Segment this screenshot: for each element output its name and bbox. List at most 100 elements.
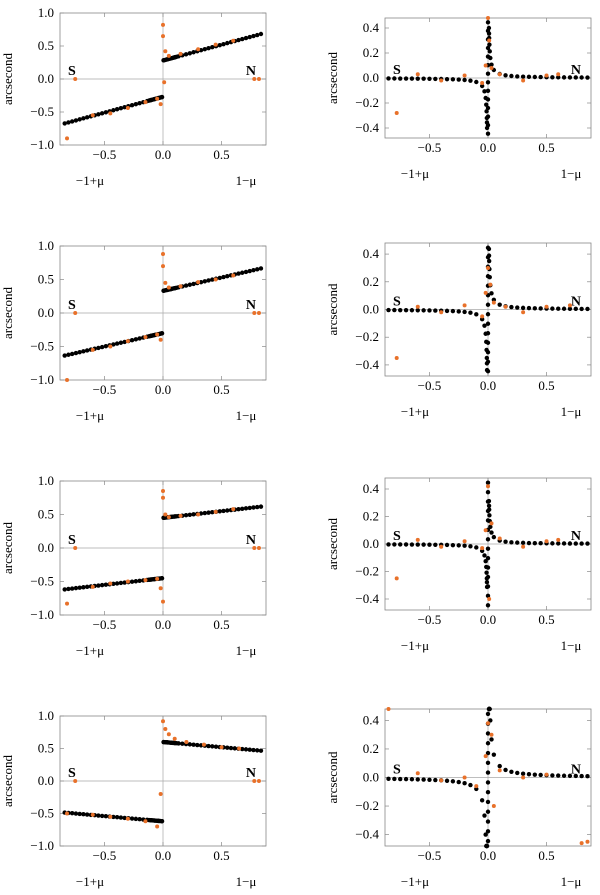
model-point (96, 112, 101, 117)
x-bottom-right-label: 1−μ (561, 638, 582, 653)
model-point (567, 773, 573, 779)
model-point (497, 302, 502, 307)
model-point (236, 37, 241, 43)
x-tick-label: −0.5 (418, 140, 442, 155)
model-point (433, 308, 438, 313)
data-point (483, 290, 488, 295)
model-point (96, 583, 101, 588)
y-tick-label: −0.5 (30, 339, 54, 354)
x-tick-label: −0.5 (418, 378, 442, 393)
model-point (129, 579, 135, 584)
data-point (90, 584, 95, 589)
model-point (484, 570, 489, 575)
panel-row3-right: −0.5 0.0 0.5 −0.4 −0.2 0.0 0.2 0.4 arcsecond S N −1… (325, 477, 592, 653)
panel-row4-right: −0.5 0.0 0.5 −0.4 −0.2 0.0 0.2 0.4 arcsecond S N −1… (325, 706, 592, 889)
model-point (485, 741, 491, 746)
model-point (579, 541, 584, 546)
model-point (240, 746, 245, 752)
model-point (488, 524, 493, 530)
y-tick-label: 0.0 (38, 540, 54, 555)
data-point (155, 332, 160, 337)
south-label: S (393, 63, 401, 78)
south-label: S (393, 295, 401, 310)
y-tick-label: −1.0 (30, 372, 54, 387)
panel-row1-right: −0.5 0.0 0.5 −0.4 −0.2 0.0 0.2 0.4 arcsecond S N −1… (325, 16, 592, 181)
model-point (450, 77, 456, 82)
model-point (483, 558, 488, 564)
data-point (497, 536, 502, 541)
model-point (485, 350, 491, 355)
model-point (483, 832, 488, 837)
model-point (73, 585, 79, 591)
model-point (210, 277, 215, 282)
model-point (77, 117, 82, 122)
model-point (206, 45, 211, 51)
model-point (251, 747, 256, 753)
model-point (456, 309, 461, 314)
data-point (196, 512, 201, 517)
x-tick-label: 0.5 (538, 140, 554, 155)
y-tick-label: 0.0 (38, 305, 54, 320)
data-point (125, 106, 130, 111)
x-tick-label: 0.0 (155, 147, 171, 162)
model-point (489, 62, 494, 67)
model-point (482, 813, 487, 818)
y-tick-label: −0.2 (355, 329, 379, 344)
model-point (69, 351, 75, 357)
model-point (485, 302, 491, 307)
x-tick-label: 0.0 (480, 378, 496, 393)
x-tick-label: 0.0 (480, 612, 496, 627)
model-point (488, 718, 493, 723)
y-tick-label: −1.0 (30, 137, 54, 152)
model-point (409, 542, 415, 547)
model-point (386, 776, 391, 782)
model-point (556, 306, 561, 311)
data-point (439, 544, 444, 549)
model-point (243, 506, 249, 511)
data-point (521, 78, 526, 83)
y-tick-label: −0.2 (355, 95, 379, 110)
data-point (487, 38, 492, 43)
data-point (184, 740, 189, 744)
north-label: N (246, 298, 256, 313)
model-point (236, 271, 241, 276)
model-point (210, 744, 215, 749)
model-point (485, 603, 491, 608)
x-tick-label: −0.5 (418, 848, 442, 863)
north-label: N (246, 64, 256, 79)
model-point (206, 510, 211, 515)
model-point (99, 582, 105, 588)
x-tick-label: 0.0 (480, 848, 496, 863)
panel-row1-left: −0.5 0.0 0.5 −1.0 −0.5 0.0 0.5 1.0 arcsecond S N −1… (0, 5, 267, 188)
model-point (183, 52, 189, 57)
data-point (158, 102, 163, 107)
y-axis-label: arcsecond (0, 53, 15, 105)
data-point (462, 73, 467, 78)
model-point (485, 369, 491, 374)
model-point (217, 509, 222, 514)
data-point (73, 546, 78, 550)
x-tick-label: −0.5 (93, 382, 117, 397)
model-point (526, 74, 532, 80)
y-tick-label: −0.2 (355, 564, 379, 579)
data-point (161, 719, 165, 724)
model-point (386, 76, 391, 81)
model-point (561, 541, 567, 546)
model-point (433, 777, 438, 783)
model-point (159, 576, 165, 581)
data-point (108, 344, 113, 349)
south-label: S (68, 298, 76, 313)
x-bottom-left-label: −1+μ (401, 404, 429, 419)
model-point (409, 777, 415, 782)
model-point (479, 798, 485, 803)
data-point (491, 804, 496, 809)
model-point (556, 773, 561, 778)
model-point (243, 35, 249, 41)
model-point (225, 273, 230, 279)
data-point (196, 280, 201, 285)
model-point (180, 741, 185, 746)
model-point (485, 340, 491, 345)
x-tick-label: 0.5 (538, 848, 554, 863)
data-point (161, 264, 165, 269)
model-point (225, 508, 230, 513)
